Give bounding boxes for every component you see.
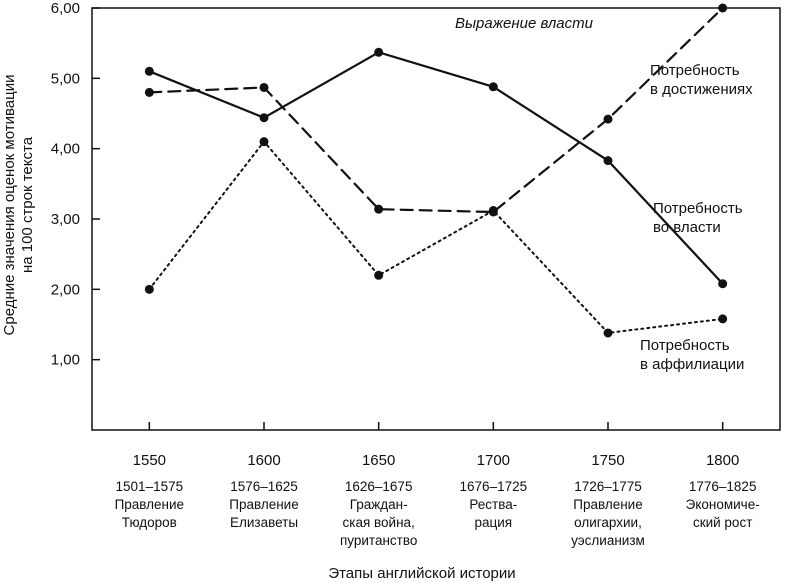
y-axis-title-line2: на 100 строк текста [19,136,36,273]
series-group [144,3,728,338]
data-point [603,328,613,338]
data-point [374,270,384,280]
period-label-line: Правление [229,497,298,512]
y-tick-label: 6,00 [51,0,80,17]
data-point [718,3,728,13]
data-point [718,279,728,289]
period-label-line: рация [475,515,513,530]
data-point [603,156,613,166]
period-label-line: ская война, [343,515,415,530]
period-label-line: Тюдоров [122,515,177,530]
series-line-solid [148,51,724,285]
period-label-line: Граждан- [350,497,408,512]
series-label-line: в достижениях [650,81,753,98]
y-tick-label: 2,00 [51,281,80,298]
period-label-line: Правление [115,497,184,512]
series-line-dotted [148,140,724,334]
data-point [144,284,154,294]
x-axis-title: Этапы английской истории [328,565,515,582]
x-tick-label: 1750 [591,452,624,469]
data-point [144,87,154,97]
y-ticks: 1,00 2,00 3,00 4,00 5,00 6,00 [51,0,100,369]
period-label-line: ский рост [693,515,752,530]
y-axis-title-line1: Средние значения оценок мотивации [1,75,18,336]
x-tick-label: 1550 [133,452,166,469]
period-label-line: олигархии, [574,515,642,530]
period-label-line: 1626–1675 [345,479,413,494]
data-point [144,66,154,76]
period-label-line: 1576–1625 [230,479,298,494]
period-label-line: 1676–1725 [460,479,528,494]
period-labels: 1501–1575 Правление Тюдоров 1576–1625 Правле… [115,479,760,548]
period-label-line: Экономиче- [686,497,760,512]
y-tick-label: 3,00 [51,211,80,228]
data-point [488,82,498,92]
y-tick-label: 4,00 [51,141,80,158]
period-label-line: Елизаветы [230,515,298,530]
data-point [718,314,728,324]
period-label-line: пуританство [340,533,417,548]
y-tick-label: 5,00 [51,70,80,87]
series-label-line: Потребность [653,200,743,217]
data-point [259,82,269,92]
period-label-line: 1501–1575 [116,479,184,494]
x-tick-label: 1600 [247,452,280,469]
series-labels: Потребность в достижениях Потребность во вл… [640,62,753,373]
period-label-line: Рества- [469,497,517,512]
period-label-line: Правление [573,497,642,512]
x-ticks: 1550 1600 1650 1700 1750 1800 [133,422,739,469]
series-label-line: во власти [653,219,721,236]
x-tick-label: 1700 [477,452,510,469]
data-point [488,206,498,216]
x-tick-label: 1650 [362,452,395,469]
period-label-line: 1726–1775 [574,479,642,494]
x-tick-label: 1800 [706,452,739,469]
data-point [259,137,269,147]
y-tick-label: 1,00 [51,352,80,369]
data-point [259,113,269,123]
data-point [374,204,384,214]
series-label-line: в аффилиации [640,356,744,373]
series-label-line: Потребность [650,62,740,79]
data-point [374,47,384,57]
series-line-dashed [148,6,724,214]
period-label-line: уэслианизм [571,533,645,548]
data-point [603,114,613,124]
series-label-line: Потребность [640,337,730,354]
period-label-line: 1776–1825 [689,479,757,494]
annotation-power-expression: Выражение власти [455,15,594,32]
